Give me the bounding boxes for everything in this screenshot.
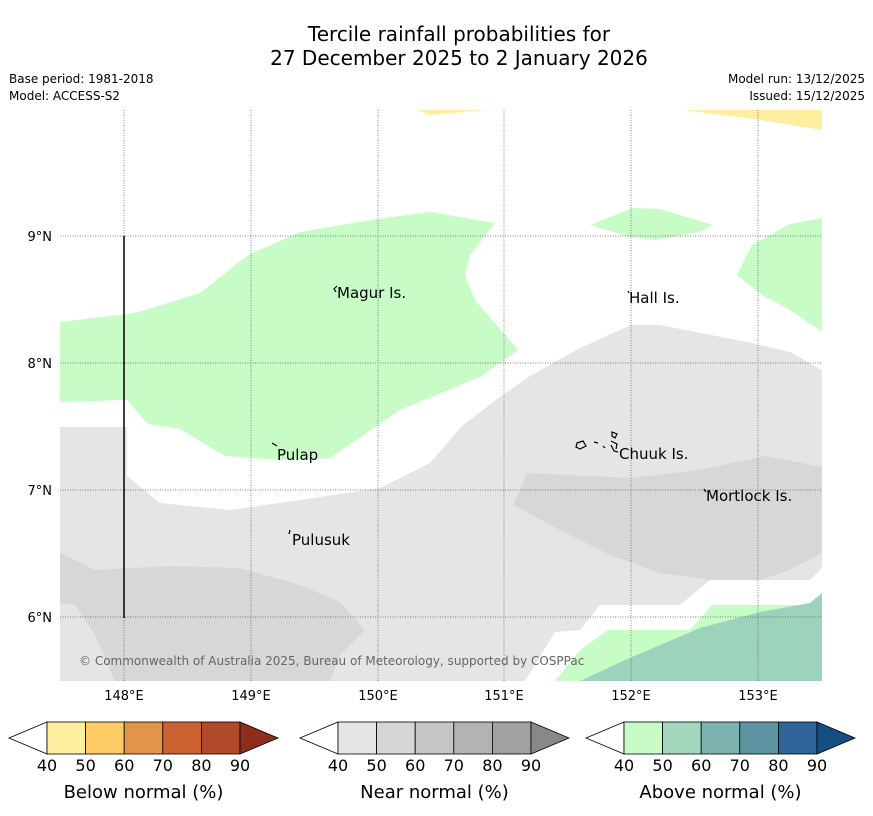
colorbar-tick-label: 40 (328, 756, 348, 775)
above-normal-40-region-north (60, 212, 518, 460)
place-hall: Hall Is. (629, 289, 680, 307)
colorbar-segment (414, 721, 455, 755)
lat-label: 6°N (28, 611, 53, 626)
colorbar-tick-label: 50 (366, 756, 386, 775)
island-outlines (271, 285, 707, 535)
colorbar-upper-extension (530, 721, 571, 755)
lat-label: 7°N (28, 484, 53, 499)
place-pulap: Pulap (277, 446, 318, 464)
colorbar-tick-label: 70 (153, 756, 173, 775)
colorbar-tick-label: 90 (521, 756, 541, 775)
near-normal-50-region-east (513, 456, 822, 580)
base-period: Base period: 1981-2018 (9, 72, 154, 86)
above-normal-40-region-ne (590, 208, 713, 240)
colorbar-near: 40 50 60 70 80 90 Near normal (%) (298, 721, 571, 803)
place-pulusuk: Pulusuk (292, 531, 350, 549)
colorbar-below: 40 50 60 70 80 90 Below normal (%) (7, 721, 280, 803)
colorbar-tick-label: 40 (614, 756, 634, 775)
title-line-1: Tercile rainfall probabilities for (307, 22, 611, 46)
colorbar-segment (123, 721, 164, 755)
chart-title: Tercile rainfall probabilities for 27 De… (0, 22, 873, 70)
colorbar-segment (739, 721, 779, 755)
colorbar-tick-label: 70 (730, 756, 750, 775)
meta-left: Base period: 1981-2018 Model: ACCESS-S2 (9, 71, 154, 105)
colorbar-upper-extension (239, 721, 280, 755)
colorbar-segment (453, 721, 493, 755)
place-mortlock: Mortlock Is. (706, 487, 792, 505)
lon-label: 150°E (358, 689, 398, 704)
colorbar-tick-label: 60 (405, 756, 425, 775)
colorbar-upper-extension (816, 721, 857, 755)
below-normal-40-region-ne (684, 110, 822, 130)
colorbar-above: 40 50 60 70 80 90 Above normal (%) (584, 721, 857, 803)
colorbar-tick-label: 80 (482, 756, 502, 775)
below-normal-40-region-north (417, 110, 488, 115)
colorbar-title: Below normal (%) (64, 782, 224, 803)
colorbar-lower-extension (584, 721, 625, 755)
issued-date: Issued: 15/12/2025 (749, 89, 865, 103)
colorbar-segment (777, 721, 818, 755)
lon-label: 149°E (231, 689, 271, 704)
colorbar-title: Above normal (%) (639, 782, 801, 803)
place-chuuk: Chuuk Is. (619, 445, 688, 463)
model-run: Model run: 13/12/2025 (727, 72, 865, 86)
colorbar-tick-label: 40 (37, 756, 57, 775)
colorbar-segment (200, 721, 241, 755)
colorbar-tick-label: 50 (75, 756, 95, 775)
model-name: Model: ACCESS-S2 (9, 89, 121, 103)
colorbar-segment (85, 721, 125, 755)
lon-label: 151°E (484, 689, 524, 704)
colorbar-segment (376, 721, 416, 755)
lat-label: 9°N (28, 230, 53, 245)
colorbar-title: Near normal (%) (360, 782, 509, 803)
colorbar-tick-label: 80 (768, 756, 788, 775)
lon-label: 152°E (611, 689, 651, 704)
title-line-2: 27 December 2025 to 2 January 2026 (270, 46, 648, 70)
colorbar-segment (162, 721, 202, 755)
colorbar-tick-label: 80 (191, 756, 211, 775)
colorbar-segment (491, 721, 532, 755)
lon-label: 153°E (738, 689, 778, 704)
colorbar-lower-extension (7, 721, 48, 755)
colorbar-tick-label: 60 (691, 756, 711, 775)
colorbar-tick-label: 50 (652, 756, 672, 775)
copyright-notice: © Commonwealth of Australia 2025, Bureau… (79, 654, 584, 668)
above-normal-50-region (580, 593, 822, 681)
colorbar-segment (337, 721, 377, 755)
colorbar-segment (662, 721, 702, 755)
lon-label: 148°E (104, 689, 144, 704)
lat-label: 8°N (28, 357, 53, 372)
meta-right: Model run: 13/12/2025 Issued: 15/12/2025 (728, 71, 865, 105)
colorbar-tick-label: 70 (444, 756, 464, 775)
colorbar-segment (700, 721, 741, 755)
colorbar-segment (623, 721, 663, 755)
colorbar-tick-label: 90 (230, 756, 250, 775)
colorbar-lower-extension (298, 721, 339, 755)
above-normal-40-region-east (737, 218, 822, 332)
place-magur: Magur Is. (337, 284, 406, 302)
map-area (60, 110, 822, 681)
colorbar-tick-label: 90 (807, 756, 827, 775)
colorbar-segment (46, 721, 86, 755)
colorbar-tick-label: 60 (114, 756, 134, 775)
